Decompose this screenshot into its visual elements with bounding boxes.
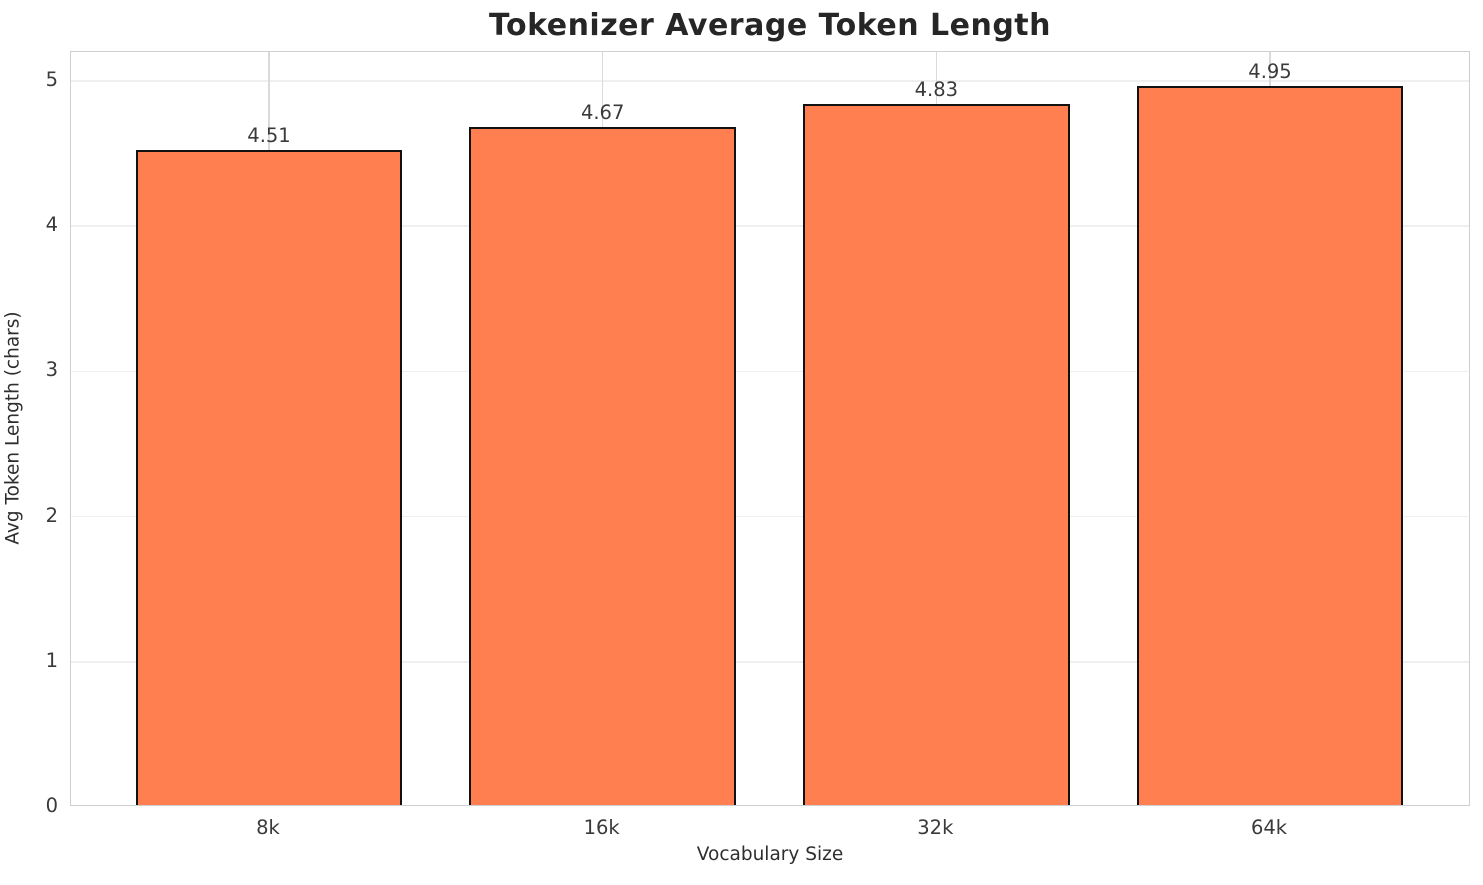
y-tick-label: 5	[45, 68, 58, 92]
x-tick-label-16k: 16k	[583, 816, 620, 839]
horizontal-gridline	[71, 80, 1469, 82]
bar-value-label: 4.95	[1248, 60, 1292, 84]
x-tick-label-32k: 32k	[917, 816, 954, 839]
horizontal-gridline	[71, 515, 1469, 518]
horizontal-gridline	[71, 661, 1469, 663]
bar-value-label: 4.51	[247, 124, 291, 148]
bar-32k	[802, 103, 1070, 805]
y-tick-label: 2	[45, 503, 58, 527]
x-axis-label: Vocabulary Size	[696, 844, 844, 865]
horizontal-gridline	[71, 225, 1469, 228]
horizontal-gridline	[71, 370, 1469, 373]
y-tick-label: 3	[45, 358, 58, 382]
bar-value-label: 4.83	[914, 77, 959, 101]
bar-64k	[1136, 86, 1404, 805]
plot-area: 4.51 4.67 4.83 4.95	[70, 51, 1470, 806]
y-tick-label: 0	[45, 794, 58, 817]
bar-8k	[135, 150, 403, 805]
x-tick-label-8k: 8k	[256, 816, 280, 839]
y-tick-label: 4	[45, 213, 58, 237]
bar-16k	[469, 126, 737, 805]
chart-title: Tokenizer Average Token Length	[488, 8, 1051, 43]
bar-value-label: 4.67	[580, 100, 625, 124]
y-tick-label: 1	[45, 648, 58, 672]
x-tick-label-64k: 64k	[1250, 816, 1288, 839]
